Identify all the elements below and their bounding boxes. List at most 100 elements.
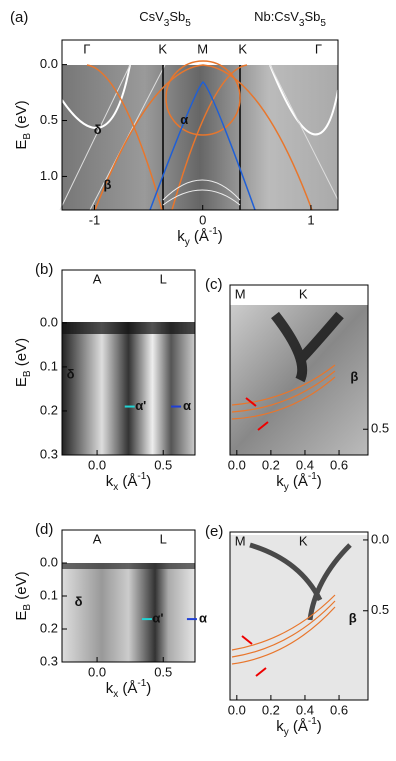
x-tick-label: 0.4 [296, 457, 314, 472]
title-part: CsV [139, 9, 164, 24]
x-axis-label: kx (Å-1) [106, 471, 152, 493]
annotation: α' [152, 611, 163, 626]
x-tick-label: 0.0 [88, 457, 106, 472]
panel-label: (b) [35, 261, 53, 278]
x-tick-label: 0.0 [88, 664, 106, 679]
top-label: A [93, 271, 102, 286]
title-part: Sb [169, 9, 185, 24]
y-axis-label-part: E [13, 377, 30, 387]
panel-label: (a) [10, 9, 28, 26]
y-tick-label: 0.2 [40, 402, 58, 417]
y-tick-label: 0.2 [40, 620, 58, 635]
y-axis-label-part: (eV) [13, 571, 30, 604]
y-tick-label: 0.5 [40, 112, 58, 127]
y-tick-label: 0.1 [40, 358, 58, 373]
y-axis-label-part: B [22, 370, 33, 377]
frame [229, 284, 369, 456]
y-axis-label-part: (eV) [13, 100, 30, 133]
x-tick-label: 0.5 [154, 664, 172, 679]
y-tick-label: 0.1 [40, 587, 58, 602]
x-axis-label-part: x [113, 482, 118, 493]
panel-label: (c) [205, 276, 223, 293]
annotation: α [180, 112, 188, 127]
x-axis-label-part: x [113, 689, 118, 700]
x-axis-label-part: k [106, 680, 114, 697]
x-axis-label-part: -1 [137, 678, 146, 689]
annotation: δ [94, 122, 102, 137]
top-label: K [299, 286, 308, 301]
y-tick-label: 0.3 [40, 653, 58, 668]
y-axis-label-part: B [22, 133, 33, 140]
x-axis-label: ky (Å-1) [276, 716, 322, 738]
title-part: Sb [304, 9, 320, 24]
x-tick-label: 0 [199, 212, 206, 227]
x-axis-label-part: y [284, 727, 289, 738]
top-label: M [235, 533, 246, 548]
panel-a-image [59, 60, 339, 211]
annotation: δ [75, 594, 83, 609]
x-axis-label-part: -1 [209, 226, 218, 237]
title: Nb:CsV3Sb5 [254, 9, 326, 29]
panel-label: (e) [205, 523, 223, 540]
x-tick-label: 1 [307, 212, 314, 227]
x-axis-label-part: y [284, 482, 289, 493]
x-axis-label-part: ) [317, 718, 322, 735]
x-tick-label: 0.0 [228, 702, 246, 717]
x-axis-label-part: (Å [118, 473, 137, 490]
title-part: 3 [299, 18, 305, 29]
x-tick-label: -1 [89, 212, 101, 227]
top-label: M [235, 286, 246, 301]
top-label: K [299, 533, 308, 548]
annotation: β [103, 177, 111, 192]
y-axis-label-part: E [13, 140, 30, 150]
x-axis-label-part: (Å [289, 718, 308, 735]
x-axis-label-part: -1 [308, 471, 317, 482]
y-axis-label-part: B [22, 604, 33, 611]
top-label: K [158, 41, 167, 56]
top-label: A [93, 531, 102, 546]
annotation: β [350, 369, 358, 384]
x-axis-label-part: -1 [308, 716, 317, 727]
top-label: L [160, 271, 167, 286]
x-tick-label: 0.2 [262, 702, 280, 717]
x-axis-label-part: ) [146, 473, 151, 490]
title-part: 3 [164, 18, 170, 29]
annotation: α [199, 611, 207, 626]
x-tick-label: 0.2 [262, 457, 280, 472]
x-axis-label: ky (Å-1) [177, 226, 223, 248]
top-label: K [238, 41, 247, 56]
y-tick-label: 0.5 [371, 421, 389, 436]
y-tick-label: 0.0 [40, 554, 58, 569]
title-part: Nb:CsV [254, 9, 299, 24]
y-axis-label-part: (eV) [13, 338, 30, 371]
annotation: α [183, 398, 191, 413]
y-tick-label: 0.0 [40, 314, 58, 329]
title-part: 5 [320, 18, 326, 29]
frame [61, 269, 196, 456]
y-tick-label: 0.3 [40, 446, 58, 461]
x-axis-label-part: y [185, 237, 190, 248]
x-tick-label: 0.5 [154, 457, 172, 472]
y-axis-label-part: E [13, 611, 30, 621]
panel-d-image [62, 563, 195, 662]
annotation: β [349, 611, 357, 626]
y-tick-label: 0.0 [40, 56, 58, 71]
y-axis-label: EB (eV) [13, 100, 33, 149]
x-axis-label-part: ) [218, 228, 223, 245]
top-label: L [160, 531, 167, 546]
y-tick-label: 0.0 [371, 531, 389, 546]
frame [61, 39, 339, 211]
panel-c-image [230, 305, 368, 455]
top-label: Γ [83, 41, 90, 56]
x-axis-label-part: ) [317, 473, 322, 490]
x-axis-label-part: k [106, 473, 114, 490]
x-tick-label: 0.0 [228, 457, 246, 472]
x-axis-label-part: (Å [190, 228, 209, 245]
x-axis-label-part: (Å [118, 680, 137, 697]
panel-b-image [62, 322, 195, 455]
y-axis-label: EB (eV) [13, 571, 33, 620]
x-axis-label-part: k [177, 228, 185, 245]
y-tick-label: 1.0 [40, 168, 58, 183]
y-tick-label: 0.5 [371, 602, 389, 617]
